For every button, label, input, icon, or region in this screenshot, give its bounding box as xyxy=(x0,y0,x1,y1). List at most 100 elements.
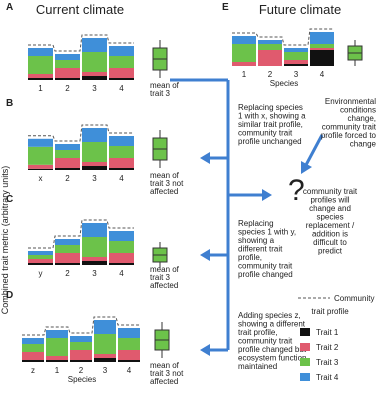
bar-segment xyxy=(28,263,53,265)
panel-label: B xyxy=(6,98,13,109)
x-tick-label: 2 xyxy=(65,174,70,183)
note: trait profile, xyxy=(238,328,278,337)
question-mark: ? xyxy=(288,174,305,207)
note: species xyxy=(316,213,343,222)
bar-segment xyxy=(109,78,134,80)
bar-segment xyxy=(232,36,256,44)
mean-label: affected xyxy=(150,187,178,196)
legend-swatch xyxy=(300,343,310,351)
bar-segment xyxy=(55,158,80,168)
bar-segment xyxy=(70,336,92,342)
bar-segment xyxy=(55,150,80,158)
x-tick-label: 2 xyxy=(268,70,273,79)
bar-segment xyxy=(55,263,80,265)
bar-segment xyxy=(55,68,80,78)
bar-segment xyxy=(310,50,334,66)
x-tick-label: 3 xyxy=(92,269,97,278)
panel-title: Future climate xyxy=(259,2,341,17)
note: profile unchanged xyxy=(238,137,302,146)
note: community trait xyxy=(322,123,377,132)
note: Replacing species xyxy=(238,103,303,112)
bar-segment xyxy=(70,350,92,360)
mean-label: mean of xyxy=(150,81,180,90)
bar-segment xyxy=(28,138,53,147)
mean-label: trait 3 xyxy=(150,273,171,282)
note: showing a different xyxy=(238,320,306,329)
bar-segment xyxy=(22,338,44,344)
bar-segment xyxy=(82,162,107,166)
x-tick-label: 1 xyxy=(242,70,247,79)
bar-segment xyxy=(82,76,107,80)
bar-segment xyxy=(55,78,80,80)
note: change xyxy=(350,140,377,149)
note: profiles will xyxy=(310,196,349,205)
community-profile xyxy=(232,28,334,46)
bar-segment xyxy=(82,142,107,162)
bar-segment xyxy=(109,56,134,68)
bar-segment xyxy=(82,237,107,257)
x-axis-label: Species xyxy=(270,79,298,88)
note: Environmental xyxy=(325,97,376,106)
arrowheads xyxy=(200,152,312,356)
bar-segment xyxy=(109,46,134,56)
note: profile, xyxy=(238,253,262,262)
legend-swatch xyxy=(300,373,310,381)
x-tick-label: 4 xyxy=(320,70,325,79)
bar-segment xyxy=(258,40,282,44)
mean-label: mean of xyxy=(150,171,180,180)
bar-segment xyxy=(28,168,53,170)
x-axis-label: Species xyxy=(68,375,96,384)
bar-segment xyxy=(232,62,256,66)
bar-segment xyxy=(94,334,116,354)
bar-segment xyxy=(109,241,134,253)
bar-segment xyxy=(82,261,107,265)
note: Adding species z, xyxy=(238,311,301,320)
legend-swatch xyxy=(300,328,310,336)
bar-segment xyxy=(118,360,140,362)
bar-segment xyxy=(28,146,53,165)
bar-segment xyxy=(55,60,80,68)
bar-segment xyxy=(118,328,140,338)
mean-label: affected xyxy=(150,281,178,290)
bar-segment xyxy=(28,78,53,80)
note: Replacing xyxy=(238,219,274,228)
bar-segment xyxy=(82,128,107,142)
bar-segment xyxy=(28,56,53,74)
note: change, xyxy=(348,114,376,123)
note: replacement / xyxy=(306,221,355,230)
note: community trait xyxy=(303,187,358,196)
y-axis-label: Combined trait metric (arbitrary units) xyxy=(0,166,10,315)
note: difficult to xyxy=(313,238,347,247)
bar-segment xyxy=(28,255,53,259)
note: maintained xyxy=(238,362,277,371)
x-tick-label: 3 xyxy=(103,366,108,375)
bar-segment xyxy=(118,338,140,350)
mean-label: trait 3 not xyxy=(150,369,184,378)
note: species 1 with y, xyxy=(238,228,296,237)
note: change and xyxy=(309,204,351,213)
note: addition is xyxy=(312,230,348,239)
bar-segment xyxy=(46,356,68,360)
panel-label: A xyxy=(6,2,13,13)
note: profile changed xyxy=(238,270,293,279)
bar-segment xyxy=(22,352,44,360)
bar-segment xyxy=(310,32,334,44)
panel-label: E xyxy=(222,2,229,13)
note: different trait xyxy=(238,245,283,254)
bar-segment xyxy=(232,44,256,62)
legend-label: Trait 1 xyxy=(316,328,339,337)
bar-segment xyxy=(55,144,80,150)
note: conditions xyxy=(340,106,376,115)
panel-label: C xyxy=(6,194,13,205)
legend-label: Trait 2 xyxy=(316,343,339,352)
x-tick-label: 1 xyxy=(38,84,43,93)
bar-segment xyxy=(28,74,53,78)
x-tick-label: 2 xyxy=(65,84,70,93)
bar-segment xyxy=(258,44,282,50)
bar-segment xyxy=(55,245,80,253)
panel-label: D xyxy=(6,290,13,301)
note: showing a xyxy=(238,236,275,245)
arrows xyxy=(170,78,324,352)
bar-segment xyxy=(46,338,68,356)
bar-segment xyxy=(94,358,116,362)
